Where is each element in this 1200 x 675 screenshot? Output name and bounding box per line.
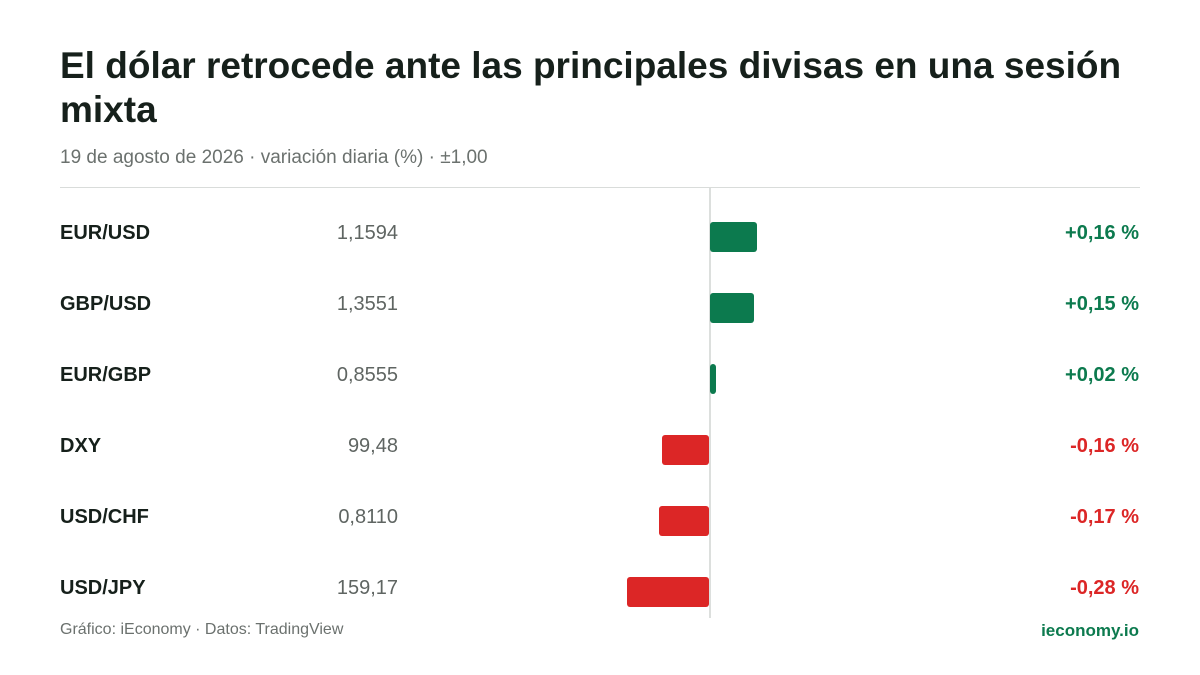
change-bar [662, 435, 709, 465]
change-bar [710, 222, 757, 252]
change-percent-label: -0,17 % [1070, 506, 1139, 528]
brand-link[interactable]: ieconomy.io [1041, 621, 1139, 640]
exchange-rate-value: 0,8110 [338, 506, 398, 528]
exchange-rate-value: 1,1594 [336, 222, 398, 244]
fx-change-chart: EUR/USD 1,1594 +0,16 % GBP/USD 1,3551 +0,15 %… [0, 188, 1200, 618]
source-credit: Gráfico: iEconomy · Datos: TradingView [60, 621, 344, 638]
table-row: EUR/GBP 0,8555 +0,02 % [0, 340, 1200, 411]
currency-pair-label: USD/JPY [60, 577, 146, 599]
currency-pair-label: GBP/USD [60, 293, 152, 315]
header-divider [60, 187, 1140, 188]
change-percent-label: -0,16 % [1070, 435, 1139, 457]
currency-pair-label: DXY [60, 435, 102, 457]
exchange-rate-value: 1,3551 [336, 293, 398, 315]
exchange-rate-value: 99,48 [347, 435, 398, 457]
currency-pair-label: USD/CHF [60, 506, 149, 528]
table-row: GBP/USD 1,3551 +0,15 % [0, 269, 1200, 340]
exchange-rate-value: 159,17 [336, 577, 398, 599]
currency-pair-label: EUR/USD [60, 222, 151, 244]
table-row: DXY 99,48 -0,16 % [0, 411, 1200, 482]
currency-pair-label: EUR/GBP [60, 364, 152, 386]
table-row: USD/CHF 0,8110 -0,17 % [0, 482, 1200, 553]
exchange-rate-value: 0,8555 [336, 364, 398, 386]
chart-subtitle: 19 de agosto de 2026 · variación diaria … [60, 147, 488, 168]
change-percent-label: +0,02 % [1065, 364, 1139, 386]
change-bar [710, 364, 716, 394]
change-bar [710, 293, 754, 323]
change-percent-label: +0,15 % [1065, 293, 1139, 315]
table-row: USD/JPY 159,17 -0,28 % [0, 553, 1200, 624]
change-bar [627, 577, 709, 607]
change-bar [659, 506, 709, 536]
table-row: EUR/USD 1,1594 +0,16 % [0, 198, 1200, 269]
chart-title: El dólar retrocede ante las principales … [60, 45, 1122, 130]
change-percent-label: +0,16 % [1065, 222, 1139, 244]
change-percent-label: -0,28 % [1070, 577, 1139, 599]
zero-axis-line [709, 188, 711, 618]
